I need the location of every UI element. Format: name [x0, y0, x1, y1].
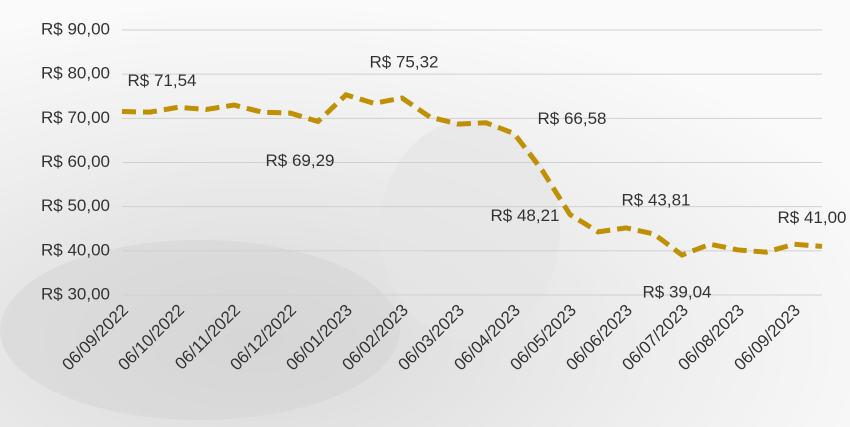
y-tick-label: R$ 50,00 — [41, 196, 110, 215]
y-tick-label: R$ 60,00 — [41, 152, 110, 171]
y-tick-label: R$ 70,00 — [41, 108, 110, 127]
data-label: R$ 66,58 — [538, 109, 607, 128]
data-label: R$ 75,32 — [370, 52, 439, 71]
y-tick-label: R$ 30,00 — [41, 284, 110, 303]
y-tick-label: R$ 90,00 — [41, 19, 110, 38]
background-shape — [380, 120, 560, 340]
data-label: R$ 71,54 — [128, 71, 197, 90]
y-tick-label: R$ 80,00 — [41, 64, 110, 83]
data-label: R$ 43,81 — [622, 190, 691, 209]
data-label: R$ 48,21 — [491, 206, 560, 225]
data-label: R$ 41,00 — [778, 208, 847, 227]
chart: R$ 30,00 R$ 40,00 R$ 50,00 R$ 60,00 R$ 70,00… — [0, 0, 850, 427]
data-label: R$ 69,29 — [266, 151, 335, 170]
y-tick-label: R$ 40,00 — [41, 240, 110, 259]
data-label: R$ 39,04 — [643, 283, 712, 302]
